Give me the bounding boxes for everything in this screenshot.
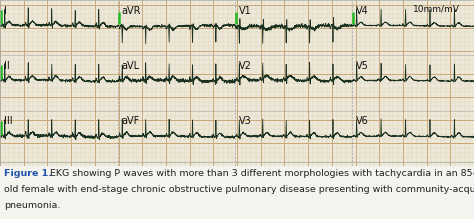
Text: EKG showing P waves with more than 3 different morphologies with tachycardia in : EKG showing P waves with more than 3 dif…: [50, 169, 474, 178]
Text: V2: V2: [238, 61, 251, 71]
Text: V3: V3: [238, 116, 251, 126]
Text: pneumonia.: pneumonia.: [4, 201, 60, 210]
Text: old female with end-stage chronic obstructive pulmonary disease presenting with : old female with end-stage chronic obstru…: [4, 185, 474, 194]
Text: V6: V6: [356, 116, 368, 126]
Text: I: I: [4, 6, 7, 16]
Text: aVF: aVF: [121, 116, 140, 126]
Text: aVR: aVR: [121, 6, 141, 16]
Text: V4: V4: [356, 6, 368, 16]
Text: 10mm/mV: 10mm/mV: [413, 5, 460, 14]
Text: III: III: [4, 116, 12, 126]
Text: V1: V1: [238, 6, 251, 16]
Text: Figure 1.: Figure 1.: [4, 169, 52, 178]
Text: II: II: [4, 61, 9, 71]
Text: V5: V5: [356, 61, 368, 71]
Text: aVL: aVL: [121, 61, 139, 71]
